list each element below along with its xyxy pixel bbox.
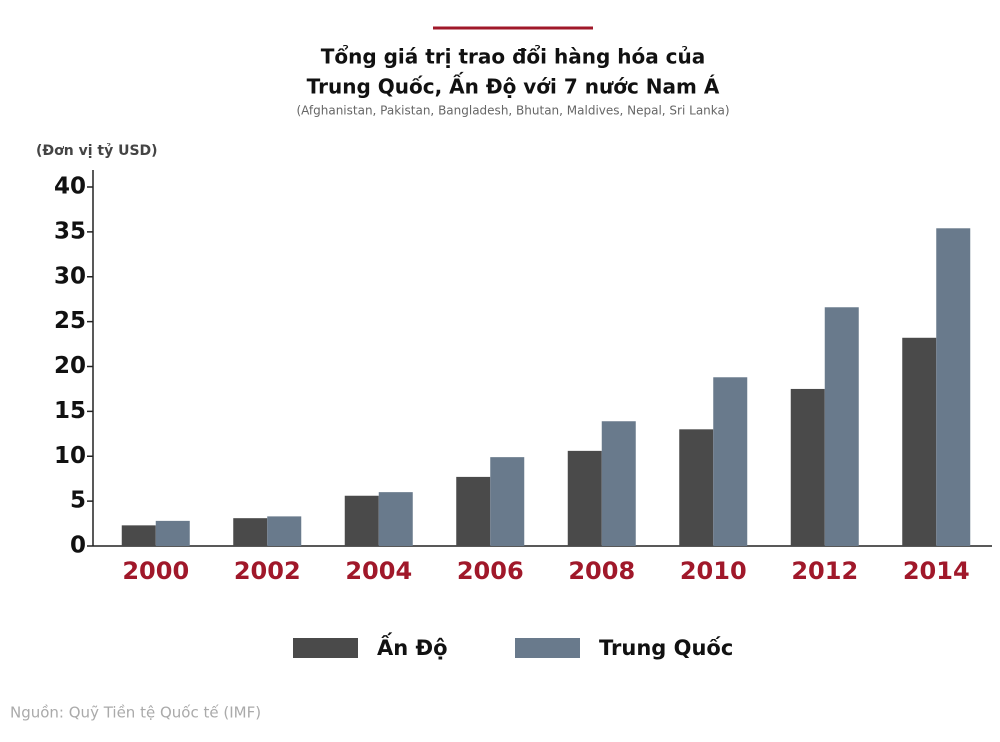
source: Nguồn: Quỹ Tiền tệ Quốc tế (IMF) bbox=[10, 704, 261, 722]
y-tick-label: 35 bbox=[54, 218, 86, 244]
y-tick-label: 40 bbox=[54, 174, 86, 200]
x-tick-label: 2000 bbox=[122, 557, 189, 585]
bar bbox=[713, 377, 748, 546]
bar bbox=[567, 450, 602, 546]
legend-swatch bbox=[293, 638, 358, 658]
bar bbox=[267, 516, 302, 546]
bar bbox=[490, 457, 525, 546]
y-tick-label: 10 bbox=[54, 443, 86, 469]
x-tick-label: 2006 bbox=[457, 557, 524, 585]
y-tick-label: 15 bbox=[54, 398, 86, 424]
y-tick-label: 30 bbox=[54, 263, 86, 289]
x-tick-label: 2008 bbox=[568, 557, 635, 585]
legend-swatch bbox=[515, 638, 580, 658]
chart-title: Tổng giá trị trao đổi hàng hóa của bbox=[321, 45, 706, 69]
x-tick-label: 2010 bbox=[680, 557, 747, 585]
bar bbox=[936, 228, 971, 546]
x-tick-label: 2014 bbox=[903, 557, 970, 585]
x-tick-label: 2002 bbox=[234, 557, 301, 585]
bar bbox=[121, 525, 156, 546]
bar bbox=[378, 492, 413, 546]
bar bbox=[456, 476, 491, 546]
bar bbox=[824, 307, 859, 546]
bar bbox=[902, 337, 937, 546]
x-tick-label: 2012 bbox=[791, 557, 858, 585]
chart-title: Trung Quốc, Ấn Độ với 7 nước Nam Á bbox=[307, 73, 720, 99]
y-tick-label: 0 bbox=[70, 533, 86, 559]
bar bbox=[679, 429, 714, 546]
legend-label: Ấn Độ bbox=[377, 632, 448, 660]
bar bbox=[601, 421, 636, 546]
bar bbox=[233, 518, 268, 546]
chart-subtitle: (Afghanistan, Pakistan, Bangladesh, Bhut… bbox=[296, 104, 729, 118]
bar bbox=[790, 388, 825, 546]
y-axis-label: (Đơn vị tỷ USD) bbox=[36, 143, 158, 159]
y-tick-label: 25 bbox=[54, 308, 86, 334]
bar bbox=[344, 495, 379, 546]
legend-label: Trung Quốc bbox=[599, 636, 733, 660]
x-tick-label: 2004 bbox=[345, 557, 412, 585]
y-tick-label: 5 bbox=[70, 488, 86, 514]
y-tick-label: 20 bbox=[54, 353, 86, 379]
bar bbox=[155, 520, 190, 546]
